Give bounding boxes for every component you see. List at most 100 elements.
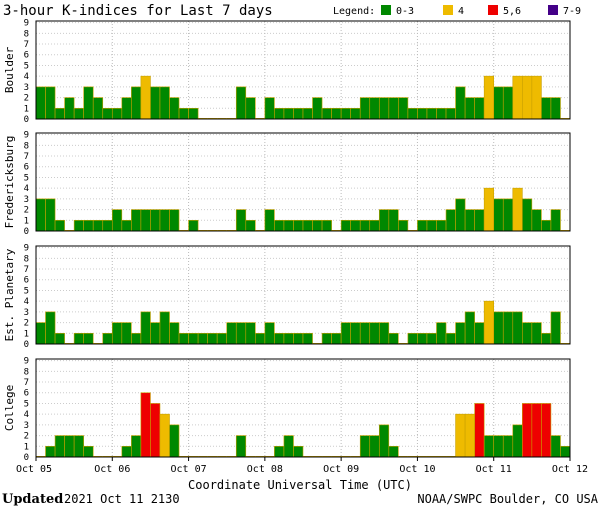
bar [92, 219, 104, 232]
bar [436, 107, 447, 120]
bar [197, 332, 208, 345]
bar [73, 435, 84, 458]
bar [178, 107, 189, 120]
bar [369, 97, 380, 120]
y-tick-label: 6 [24, 51, 29, 61]
bar [235, 435, 247, 458]
bar [302, 219, 313, 232]
bar [378, 97, 390, 120]
y-tick-label: 7 [24, 152, 29, 162]
bar [283, 332, 294, 345]
x-axis-label: Coordinate Universal Time (UTC) [188, 478, 412, 492]
bar [502, 198, 514, 232]
header: 3-hour K-indices for Last 7 days Legend:… [3, 3, 581, 19]
bar [359, 435, 371, 458]
bar [73, 332, 84, 345]
y-tick-label: 2 [24, 319, 29, 329]
bar [493, 86, 504, 120]
legend-swatch-3 [548, 5, 558, 15]
bar [121, 445, 132, 458]
bar [388, 445, 399, 458]
bar [378, 424, 390, 458]
bar [111, 107, 123, 120]
bar [102, 107, 113, 120]
y-tick-label: 2 [24, 94, 29, 104]
bar [350, 322, 361, 345]
bar [445, 107, 456, 120]
bar [207, 332, 218, 345]
bar [522, 75, 533, 120]
bar [493, 311, 504, 345]
bar [483, 435, 495, 458]
bar [522, 322, 533, 345]
bar [455, 198, 466, 232]
panel-frame [35, 20, 571, 120]
bar [264, 97, 275, 120]
bar [321, 107, 332, 120]
bar [54, 332, 65, 345]
bar [483, 300, 495, 345]
bar [274, 219, 285, 232]
x-tick-label: Oct 06 [94, 464, 130, 475]
bar [150, 322, 161, 345]
bar [178, 332, 189, 345]
y-tick-label: 4 [24, 72, 29, 82]
bar [264, 322, 275, 345]
y-tick-label: 6 [24, 276, 29, 286]
bar [340, 219, 351, 232]
bar [312, 97, 323, 120]
bar [131, 86, 142, 120]
legend-entry-3: 7-9 [563, 6, 581, 17]
bar [274, 107, 285, 120]
x-tick-label: Oct 07 [171, 464, 207, 475]
y-tick-label: 8 [24, 141, 29, 151]
bar [426, 219, 437, 232]
y-tick-label: 9 [24, 244, 29, 254]
bar [235, 322, 247, 345]
y-tick-label: 8 [24, 367, 29, 377]
updated-word: Updated [2, 492, 63, 507]
bar [111, 209, 123, 232]
bar [83, 332, 94, 345]
bar [159, 209, 170, 232]
bar [102, 219, 113, 232]
bar [455, 413, 466, 458]
bar [73, 219, 84, 232]
bar [340, 322, 351, 345]
bar [150, 86, 161, 120]
y-tick-label: 1 [24, 216, 29, 226]
bar [512, 75, 523, 120]
x-tick-label: Oct 11 [476, 464, 512, 475]
bar [378, 209, 390, 232]
x-tick-label: Oct 09 [323, 464, 359, 475]
y-tick-label: 7 [24, 265, 29, 275]
bar [111, 322, 123, 345]
bar [340, 107, 351, 120]
bar [550, 435, 561, 458]
bar [159, 311, 170, 345]
bar [35, 198, 46, 232]
bar [464, 413, 475, 458]
bar [245, 322, 256, 345]
bar [54, 219, 65, 232]
y-tick-label: 8 [24, 254, 29, 264]
bar [302, 107, 313, 120]
bar [531, 209, 542, 232]
bar [522, 403, 533, 458]
bar [359, 219, 371, 232]
bar [245, 219, 256, 232]
bar [531, 403, 542, 458]
updated-value: 2021 Oct 11 2130 [64, 492, 180, 506]
x-tick-label: Oct 08 [247, 464, 283, 475]
bar [550, 97, 561, 120]
bar [417, 107, 428, 120]
bar [464, 311, 475, 345]
x-tick-label: Oct 05 [16, 464, 52, 475]
bar [378, 322, 390, 345]
y-tick-label: 5 [24, 173, 29, 183]
bar [131, 332, 142, 345]
panel-title: Fredericksburg [3, 136, 16, 229]
x-axis: Oct 05 Oct 06 Oct 07 Oct 08 Oct 09 Oct 10 Oct … [16, 457, 588, 475]
bar [83, 219, 94, 232]
